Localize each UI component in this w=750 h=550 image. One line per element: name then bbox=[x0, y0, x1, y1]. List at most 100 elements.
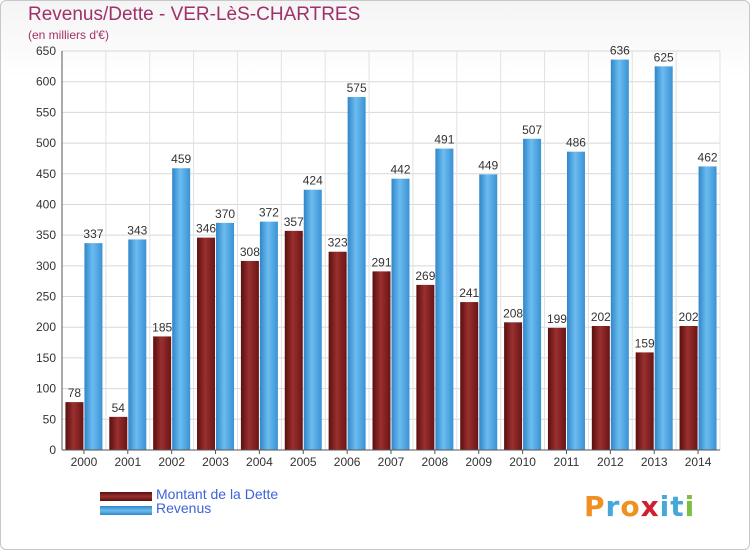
data-label-revenus: 337 bbox=[83, 227, 103, 241]
bar-debt bbox=[591, 326, 610, 450]
y-tick-label: 300 bbox=[36, 259, 56, 273]
y-tick-label: 450 bbox=[36, 167, 56, 181]
bar-revenus bbox=[610, 59, 629, 451]
bar-debt bbox=[328, 251, 347, 450]
y-tick-label: 650 bbox=[36, 44, 56, 58]
chart-title: Revenus/Dette - VER-LèS-CHARTRES bbox=[28, 4, 361, 25]
logo-letter: P bbox=[584, 490, 606, 523]
bar-revenus bbox=[347, 97, 366, 451]
bar-debt bbox=[284, 230, 303, 450]
data-label-debt: 208 bbox=[503, 306, 523, 320]
data-label-revenus: 459 bbox=[171, 152, 191, 166]
bar-revenus bbox=[698, 166, 717, 450]
bar-debt bbox=[109, 416, 128, 450]
bar-debt bbox=[416, 284, 435, 450]
data-label-debt: 291 bbox=[371, 255, 391, 269]
x-tick-label: 2005 bbox=[290, 455, 317, 469]
y-tick-label: 200 bbox=[36, 320, 56, 334]
data-label-revenus: 575 bbox=[347, 81, 367, 95]
data-label-debt: 241 bbox=[459, 286, 479, 300]
x-tick-label: 2010 bbox=[509, 455, 536, 469]
data-label-revenus: 343 bbox=[127, 223, 147, 237]
data-label-debt: 357 bbox=[284, 215, 304, 229]
chart-subtitle: (en milliers d'€) bbox=[28, 28, 109, 42]
bar-debt bbox=[65, 402, 84, 450]
data-label-revenus: 424 bbox=[303, 174, 323, 188]
legend-label-debt: Montant de la Dette bbox=[156, 486, 279, 502]
x-tick-label: 2009 bbox=[465, 455, 492, 469]
y-tick-label: 150 bbox=[36, 351, 56, 365]
x-tick-label: 2014 bbox=[685, 455, 712, 469]
bar-revenus bbox=[523, 138, 542, 450]
y-tick-label: 550 bbox=[36, 105, 56, 119]
bar-debt bbox=[460, 302, 479, 450]
data-label-debt: 54 bbox=[112, 401, 126, 415]
x-tick-label: 2012 bbox=[597, 455, 624, 469]
y-tick-label: 250 bbox=[36, 290, 56, 304]
logo-letter: i bbox=[684, 490, 696, 523]
bar-debt bbox=[197, 237, 216, 450]
bar-debt bbox=[372, 271, 391, 450]
y-tick-label: 350 bbox=[36, 228, 56, 242]
bar-debt bbox=[504, 322, 523, 450]
legend-label-revenus: Revenus bbox=[156, 500, 212, 516]
x-tick-label: 2004 bbox=[246, 455, 273, 469]
y-tick-label: 100 bbox=[36, 382, 56, 396]
data-label-debt: 346 bbox=[196, 222, 216, 236]
y-tick-label: 500 bbox=[36, 136, 56, 150]
logo-letter: r bbox=[605, 490, 621, 523]
logo-letter: i bbox=[659, 490, 671, 523]
bar-debt bbox=[635, 352, 654, 450]
bar-revenus bbox=[566, 151, 585, 450]
data-label-revenus: 625 bbox=[654, 50, 674, 64]
x-tick-label: 2011 bbox=[554, 455, 580, 469]
data-label-debt: 323 bbox=[328, 236, 348, 250]
data-label-debt: 159 bbox=[635, 336, 655, 350]
bar-revenus bbox=[216, 222, 235, 450]
x-tick-label: 2008 bbox=[422, 455, 449, 469]
bar-revenus bbox=[479, 174, 498, 451]
data-label-debt: 185 bbox=[152, 320, 172, 334]
x-tick-label: 2002 bbox=[158, 455, 185, 469]
data-label-revenus: 507 bbox=[522, 123, 542, 137]
bar-revenus bbox=[654, 66, 673, 450]
data-label-revenus: 370 bbox=[215, 207, 235, 221]
data-label-debt: 308 bbox=[240, 245, 260, 259]
data-label-debt: 202 bbox=[591, 310, 611, 324]
logo-letter: o bbox=[620, 490, 641, 523]
data-label-revenus: 636 bbox=[610, 44, 630, 58]
y-tick-label: 50 bbox=[43, 412, 57, 426]
x-tick-label: 2013 bbox=[641, 455, 668, 469]
x-tick-label: 2001 bbox=[114, 455, 141, 469]
legend-swatch-revenus bbox=[100, 506, 152, 515]
grid-lines bbox=[61, 50, 721, 451]
y-tick-label: 0 bbox=[49, 443, 56, 457]
data-label-debt: 202 bbox=[679, 310, 699, 324]
data-label-revenus: 449 bbox=[478, 158, 498, 172]
bar-revenus bbox=[391, 178, 410, 450]
x-tick-label: 2003 bbox=[202, 455, 229, 469]
bar-revenus bbox=[259, 221, 278, 450]
legend-swatch-debt bbox=[100, 492, 152, 501]
y-tick-label: 600 bbox=[36, 75, 56, 89]
data-label-revenus: 372 bbox=[259, 206, 279, 220]
bar-debt bbox=[240, 260, 259, 450]
data-label-debt: 269 bbox=[415, 269, 435, 283]
data-label-revenus: 442 bbox=[390, 163, 410, 177]
bar-revenus bbox=[303, 189, 322, 450]
y-tick-label: 400 bbox=[36, 197, 56, 211]
bar-debt bbox=[679, 326, 698, 450]
bar-debt bbox=[547, 327, 566, 450]
axes: 0 50 100 150 200 250 300 350 400 450 500 550 600 650 2… bbox=[36, 44, 720, 469]
proxiti-logo: Proxiti bbox=[584, 490, 695, 523]
data-label-revenus: 462 bbox=[698, 150, 718, 164]
data-label-revenus: 486 bbox=[566, 136, 586, 150]
data-label-debt: 78 bbox=[68, 386, 82, 400]
bars bbox=[65, 59, 717, 451]
bar-revenus bbox=[435, 148, 454, 450]
logo-letter: t bbox=[670, 490, 685, 523]
logo-letter: x bbox=[640, 490, 660, 523]
x-tick-label: 2006 bbox=[334, 455, 361, 469]
